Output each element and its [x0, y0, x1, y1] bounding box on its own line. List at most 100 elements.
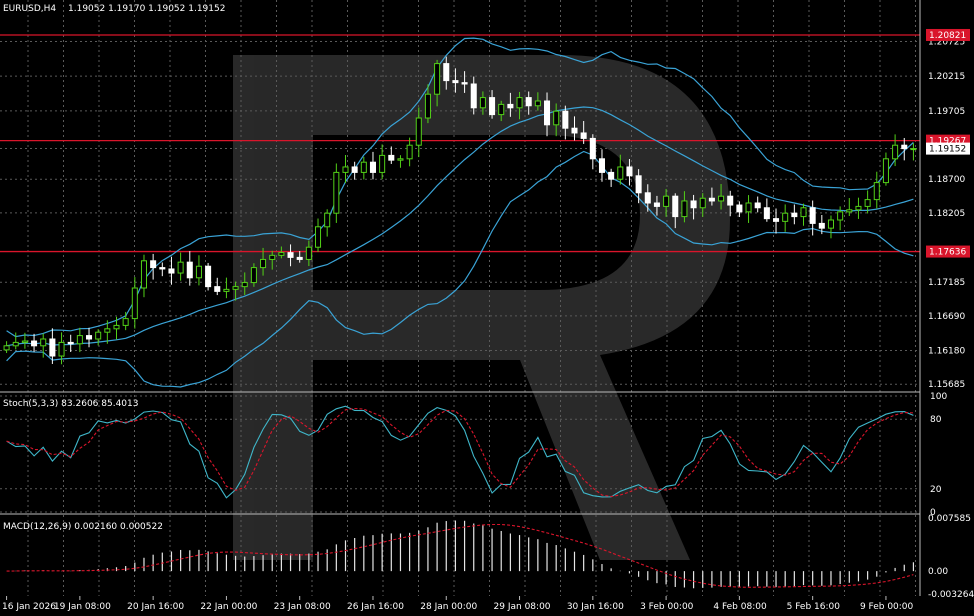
- ohlc-label: 1.19052 1.19170 1.19052 1.19152: [68, 4, 225, 14]
- candle-body: [269, 254, 276, 260]
- candle-body: [690, 200, 697, 209]
- candle-body: [598, 158, 605, 173]
- candle-body: [580, 132, 587, 139]
- candle-body: [571, 127, 578, 134]
- macd-label: MACD(12,26,9) 0.002160 0.000522: [3, 522, 163, 532]
- price-tick-label: 1.17185: [928, 278, 965, 288]
- time-tick-label: 5 Feb 16:00: [787, 602, 841, 612]
- level-price-label: 1.19267: [929, 137, 966, 147]
- candle-body: [516, 97, 523, 109]
- candle-body: [49, 338, 56, 357]
- candle-body: [76, 335, 83, 345]
- candle-body: [278, 252, 285, 256]
- stochastic-tick-label: 80: [930, 415, 942, 425]
- candle-body: [351, 166, 358, 173]
- candle-body: [434, 63, 441, 95]
- candle-body: [644, 192, 651, 204]
- candle-body: [498, 103, 505, 116]
- candle-body: [223, 288, 230, 292]
- time-tick-label: 26 Jan 16:00: [347, 602, 404, 612]
- candle-body: [626, 166, 633, 177]
- macd-panel: [6, 520, 915, 589]
- candle-body: [818, 222, 825, 229]
- candle-body: [31, 340, 38, 347]
- price-tick-label: 1.18205: [928, 209, 965, 219]
- candle-body: [553, 110, 560, 126]
- macd-tick-label: -0.003264: [928, 590, 974, 600]
- candle-body: [489, 97, 496, 116]
- candle-body: [195, 265, 202, 279]
- price-tick-label: 1.16690: [928, 312, 965, 322]
- stochastic-main-line: [6, 405, 914, 499]
- candle-body: [86, 335, 93, 340]
- candle-body: [910, 148, 917, 151]
- candle-body: [150, 260, 157, 269]
- time-tick-label: 4 Feb 08:00: [713, 602, 767, 612]
- candle-body: [95, 331, 102, 340]
- stochastic-signal-line: [6, 407, 914, 498]
- candle-body: [333, 171, 340, 214]
- candle-body: [736, 204, 743, 213]
- candle-body: [837, 211, 844, 221]
- level-price-label: 1.20821: [929, 31, 966, 41]
- candle-body: [205, 265, 212, 288]
- candle-body: [342, 166, 349, 173]
- candle-body: [122, 318, 129, 326]
- time-tick-label: 20 Jan 16:00: [127, 602, 184, 612]
- level-price-tag: [926, 28, 970, 41]
- candles: [3, 56, 917, 365]
- candle-body: [214, 286, 221, 292]
- stochastic-label: Stoch(5,3,3) 83.2606 85.4013: [3, 399, 138, 409]
- stochastic-tick-label: 0: [930, 508, 936, 518]
- candle-body: [12, 341, 19, 347]
- bollinger-upper: [6, 37, 914, 338]
- bollinger-middle: [6, 106, 914, 347]
- time-tick-label: 30 Jan 16:00: [567, 602, 624, 612]
- candle-body: [397, 158, 404, 161]
- time-tick-label: 23 Jan 08:00: [274, 602, 331, 612]
- candle-body: [324, 212, 331, 228]
- macd-tick-label: 0.007585: [928, 514, 971, 524]
- time-tick-label: 22 Jan 00:00: [200, 602, 257, 612]
- candle-body: [681, 200, 688, 218]
- grid-lines: [0, 0, 920, 596]
- candle-body: [250, 267, 257, 284]
- candle-body: [360, 161, 367, 173]
- candle-body: [260, 258, 267, 269]
- stochastic-panel: [6, 405, 914, 499]
- candle-body: [67, 341, 74, 345]
- time-tick-label: 3 Feb 00:00: [640, 602, 694, 612]
- candle-body: [672, 195, 679, 218]
- candle-body: [424, 93, 431, 119]
- candle-body: [443, 63, 450, 82]
- horizontal-levels: [0, 34, 920, 253]
- candle-body: [791, 212, 798, 218]
- candle-body: [901, 144, 908, 150]
- candle-body: [296, 256, 303, 260]
- candle-body: [663, 195, 670, 207]
- candle-body: [754, 202, 761, 209]
- candle-body: [104, 328, 111, 333]
- candle-body: [892, 144, 899, 160]
- candle-body: [232, 286, 239, 290]
- macd-tick-label: 0.00: [928, 567, 948, 577]
- candle-body: [873, 182, 880, 201]
- bollinger-bands: [6, 37, 914, 388]
- candle-body: [727, 195, 734, 206]
- candle-body: [864, 199, 871, 207]
- candle-body: [809, 207, 816, 224]
- candle-body: [3, 345, 10, 351]
- price-tick-label: 1.15685: [928, 380, 965, 390]
- candle-body: [186, 261, 193, 279]
- watermark-logo: [233, 55, 730, 560]
- candle-body: [305, 246, 312, 260]
- candle-body: [782, 212, 789, 222]
- candle-body: [846, 209, 853, 213]
- level-price-tag: [926, 245, 970, 258]
- candle-body: [415, 117, 422, 146]
- candle-body: [544, 100, 551, 126]
- price-axis: 1.20725 1.20215 1.19705 1.19152 1.18700 1.182…: [926, 28, 974, 600]
- time-tick-label: 28 Jan 00:00: [420, 602, 477, 612]
